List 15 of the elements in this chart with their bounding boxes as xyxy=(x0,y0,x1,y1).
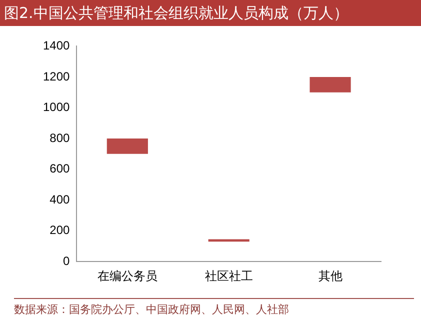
y-tick-label: 0 xyxy=(63,254,70,268)
chart-title: 图2.中国公共管理和社会组织就业人员构成（万人） xyxy=(0,0,421,26)
y-tick-label: 1200 xyxy=(42,69,70,84)
bar xyxy=(310,76,351,92)
x-tick-label: 社区社工 xyxy=(204,268,253,283)
x-tick-label: 在编公务员 xyxy=(97,268,158,283)
y-tick-label: 600 xyxy=(50,162,70,176)
y-tick-label: 400 xyxy=(50,192,70,206)
source-note: 数据来源：国务院办公厅、中国政府网、人民网、人社部 xyxy=(14,298,414,317)
y-tick-label: 1400 xyxy=(42,38,70,53)
x-tick-label: 其他 xyxy=(318,268,342,283)
y-tick-label: 1000 xyxy=(42,100,70,114)
y-tick-label: 800 xyxy=(50,130,70,145)
bar xyxy=(106,138,148,154)
y-tick-label: 200 xyxy=(50,223,70,238)
